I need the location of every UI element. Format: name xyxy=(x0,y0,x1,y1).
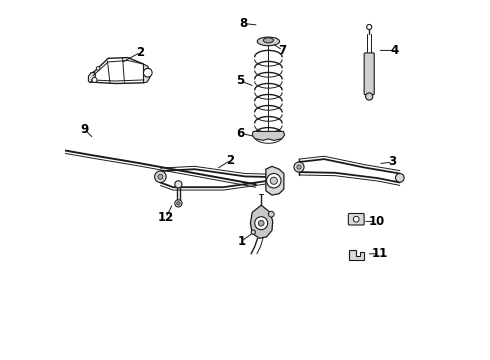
Circle shape xyxy=(97,67,100,70)
Circle shape xyxy=(269,211,274,217)
Text: 3: 3 xyxy=(389,156,397,168)
Text: 7: 7 xyxy=(279,44,287,57)
Text: 8: 8 xyxy=(239,17,247,30)
Circle shape xyxy=(158,174,163,179)
FancyBboxPatch shape xyxy=(348,213,364,225)
Circle shape xyxy=(366,93,373,100)
Circle shape xyxy=(155,171,166,183)
Polygon shape xyxy=(349,250,364,260)
Circle shape xyxy=(294,162,304,172)
Polygon shape xyxy=(252,131,285,140)
Polygon shape xyxy=(144,64,151,83)
Text: 10: 10 xyxy=(368,215,385,228)
Circle shape xyxy=(353,216,359,222)
Text: 2: 2 xyxy=(226,154,235,167)
Text: 11: 11 xyxy=(372,247,388,260)
Ellipse shape xyxy=(257,37,280,46)
Text: 4: 4 xyxy=(390,44,398,57)
Circle shape xyxy=(267,174,281,188)
Circle shape xyxy=(367,24,372,30)
Circle shape xyxy=(176,202,180,205)
Circle shape xyxy=(270,177,277,184)
Circle shape xyxy=(175,181,182,188)
Polygon shape xyxy=(88,72,96,83)
Text: 12: 12 xyxy=(158,211,174,224)
Text: 5: 5 xyxy=(237,75,245,87)
Text: 1: 1 xyxy=(237,235,245,248)
Text: 9: 9 xyxy=(81,123,89,136)
Ellipse shape xyxy=(263,38,273,43)
Circle shape xyxy=(251,230,255,234)
Circle shape xyxy=(144,68,152,77)
Circle shape xyxy=(258,220,264,226)
Polygon shape xyxy=(250,205,273,238)
FancyBboxPatch shape xyxy=(364,53,374,95)
Circle shape xyxy=(175,200,182,207)
Text: 2: 2 xyxy=(137,46,145,59)
Circle shape xyxy=(297,165,301,169)
Circle shape xyxy=(395,174,404,182)
Text: 6: 6 xyxy=(237,127,245,140)
Circle shape xyxy=(92,77,97,82)
Polygon shape xyxy=(266,166,284,195)
Circle shape xyxy=(255,217,268,230)
